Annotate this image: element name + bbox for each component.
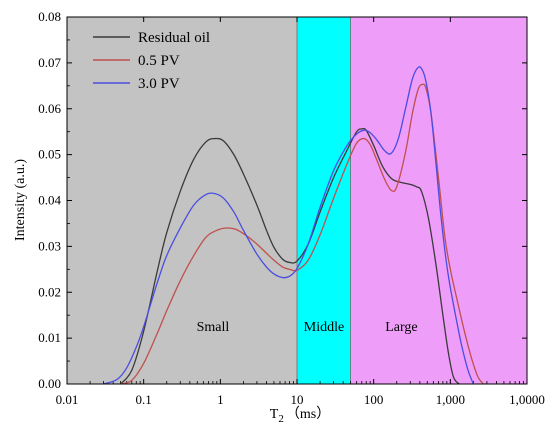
x-tick-label: 0.1 xyxy=(136,392,152,407)
x-tick-label: 10 xyxy=(291,392,304,407)
region-label-middle: Middle xyxy=(304,320,344,335)
series-line-0-5-pv xyxy=(120,83,484,385)
region-small xyxy=(67,17,297,384)
legend: Residual oil 0.5 PV 3.0 PV xyxy=(93,30,210,92)
x-axis-label-unit: （ms） xyxy=(286,406,330,422)
plot-frame xyxy=(66,16,528,385)
series-line-residual-oil xyxy=(120,127,460,385)
y-tick-label: 0.05 xyxy=(38,147,61,162)
y-tick-label: 0.01 xyxy=(38,330,61,345)
x-tick-label: 0.01 xyxy=(56,392,79,407)
region-label-small: Small xyxy=(197,320,230,335)
x-axis-label: T2 （ms） xyxy=(270,406,330,425)
y-tick-label: 0.07 xyxy=(38,55,61,70)
region-labels: Small Middle Large xyxy=(197,320,418,335)
legend-label: Residual oil xyxy=(138,30,210,46)
region-label-large: Large xyxy=(385,320,417,335)
y-tick-label: 0.02 xyxy=(38,284,61,299)
x-axis-label-subscript: 2 xyxy=(278,413,284,425)
legend-label: 3.0 PV xyxy=(138,76,180,92)
y-tick-label: 0.04 xyxy=(38,193,61,208)
series-lines xyxy=(103,66,484,385)
y-tick-label: 0.06 xyxy=(38,101,61,116)
y-tick-label: 0.08 xyxy=(38,9,61,24)
region-backgrounds xyxy=(67,17,527,384)
x-tick-label: 1,0000 xyxy=(509,392,545,407)
legend-label: 0.5 PV xyxy=(138,53,180,69)
x-axis-label-main: T xyxy=(270,407,279,422)
x-tick-label: 1,000 xyxy=(436,392,465,407)
y-tick-label: 0.03 xyxy=(38,238,61,253)
y-tick-label: 0.00 xyxy=(38,376,61,391)
y-axis-label: Intensity (a.u.) xyxy=(13,159,28,241)
y-tick-labels: 0.00 0.01 0.02 0.03 0.04 0.05 0.06 0.07 0.08 xyxy=(38,9,61,391)
x-tick-label: 1 xyxy=(217,392,224,407)
x-tick-labels: 0.01 0.1 1 10 100 1,000 1,0000 xyxy=(56,392,545,407)
x-tick-label: 100 xyxy=(364,392,384,407)
series-line-3-0-pv xyxy=(103,66,475,385)
